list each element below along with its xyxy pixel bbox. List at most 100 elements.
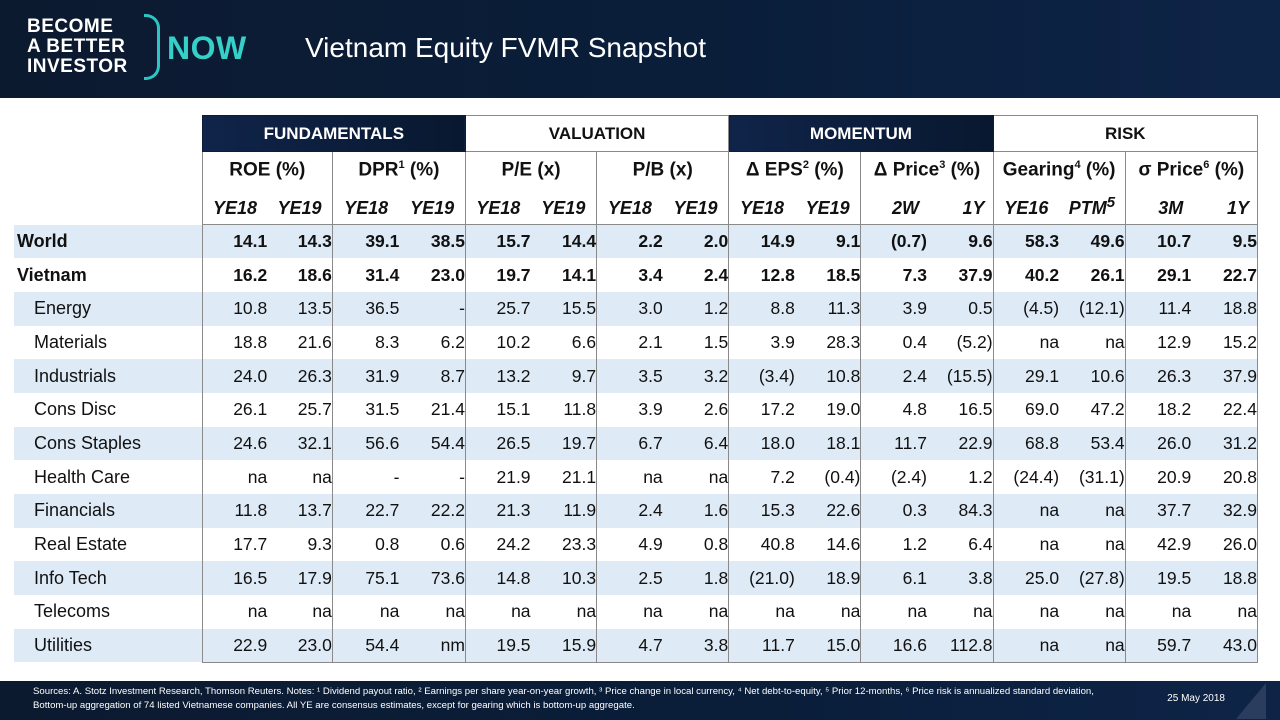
table-cell: 13.2 — [464, 359, 531, 393]
period-header: YE19 — [794, 188, 862, 225]
table-cell: 26.3 — [1124, 359, 1192, 393]
table-cell: 29.1 — [1124, 258, 1192, 292]
metric-unit: (x) — [532, 159, 561, 181]
table-cell: 73.6 — [399, 561, 466, 596]
table-cell: (2.4) — [860, 460, 927, 494]
period-label: 3M — [1158, 197, 1184, 218]
period-label: YE18 — [344, 197, 389, 218]
period-label: YE18 — [740, 197, 785, 218]
table-cell: 10.3 — [530, 561, 598, 596]
period-header: YE19 — [662, 188, 730, 225]
report-date: 25 May 2018 — [1167, 693, 1225, 704]
table-cell: 3.8 — [662, 628, 730, 663]
table-cell: 1.2 — [662, 291, 730, 326]
logo-now: NOW — [167, 30, 247, 66]
table-cell: 14.4 — [530, 224, 598, 259]
period-label: 2W — [891, 197, 919, 218]
logo-line: BECOME — [27, 16, 114, 37]
table-cell: 10.8 — [201, 291, 268, 326]
table-cell: 20.9 — [1124, 460, 1192, 494]
table-cell: 18.8 — [1191, 291, 1259, 326]
table-cell: 69.0 — [992, 392, 1060, 427]
table-cell: (15.5) — [926, 359, 994, 393]
period-header: YE16 — [992, 188, 1060, 225]
table-cell: na — [1191, 595, 1259, 629]
table-cell: 22.9 — [926, 426, 994, 461]
row-label: Energy — [14, 291, 203, 326]
page-title: Vietnam Equity FVMR Snapshot — [305, 32, 707, 63]
table-cell: 1.2 — [860, 527, 927, 562]
table-cell: 31.9 — [331, 359, 400, 393]
table-cell: 12.9 — [1124, 325, 1192, 360]
table-cell: 14.6 — [794, 527, 862, 562]
header-bar: BECOME A BETTER INVESTOR NOW Vietnam Equ… — [0, 0, 1280, 98]
table-cell: na — [267, 595, 333, 629]
row-label: Utilities — [14, 628, 203, 663]
period-label: YE19 — [673, 197, 718, 218]
row-label: Cons Disc — [34, 399, 117, 420]
table-cell: 49.6 — [1059, 224, 1126, 259]
table-cell: 59.7 — [1124, 628, 1192, 663]
metric-unit: (%) — [404, 159, 440, 181]
table-cell: 14.3 — [267, 224, 333, 259]
table-cell: 11.3 — [794, 291, 862, 326]
table-cell: (0.4) — [794, 460, 862, 494]
table-cell: - — [399, 291, 466, 326]
table-row: Cons Disc 26.1 25.7 31.5 21.4 15.1 11.8 3.9 2.6 1… — [14, 392, 1259, 427]
period-label: YE18 — [212, 197, 257, 218]
period-label: YE16 — [1004, 197, 1049, 218]
table-cell: 2.0 — [662, 224, 730, 259]
period-header: 1Y — [926, 188, 994, 225]
table-cell: 2.5 — [596, 561, 663, 596]
table-cell: na — [794, 595, 862, 629]
table-cell: 14.1 — [530, 258, 598, 292]
table-cell: 28.3 — [794, 325, 862, 360]
table-cell: 31.5 — [331, 392, 400, 427]
metric-base: P/E — [501, 159, 533, 181]
table-cell: 2.4 — [662, 258, 730, 292]
table-row: Energy 10.8 13.5 36.5-25.7 15.5 3.0 1.2 8.8 11.3… — [14, 291, 1259, 326]
table-cell: 4.8 — [860, 392, 927, 427]
table-cell: 22.9 — [201, 628, 268, 663]
table-cell: (21.0) — [728, 561, 795, 596]
sources-note: Sources: A. Stotz Investment Research, T… — [33, 686, 1094, 711]
table-cell: 15.2 — [1191, 325, 1259, 360]
table-cell: 16.5 — [926, 392, 994, 427]
table-cell: 9.7 — [530, 359, 598, 393]
table-cell: 0.8 — [662, 527, 730, 562]
footer-bar: Sources: A. Stotz Investment Research, T… — [0, 681, 1280, 720]
table-cell: 24.6 — [201, 426, 268, 461]
table-cell: 36.5 — [331, 291, 400, 326]
table-cell: na — [728, 595, 795, 629]
table-cell: 56.6 — [331, 426, 400, 461]
group-momentum: MOMENTUM — [728, 115, 994, 152]
table-cell: 25.0 — [992, 561, 1060, 596]
period-header: YE19 — [267, 188, 333, 225]
period-header: YE19 — [530, 188, 598, 225]
table-cell: 14.9 — [728, 224, 795, 259]
table-cell: na — [201, 460, 268, 494]
table-cell: 26.0 — [1124, 426, 1192, 461]
row-label: Cons Staples — [14, 426, 203, 461]
table-cell: 37.9 — [926, 258, 994, 292]
table-cell: 9.5 — [1191, 224, 1259, 259]
table-cell: 26.0 — [1191, 527, 1259, 562]
row-label: Health Care — [34, 466, 131, 487]
table-cell: 6.7 — [596, 426, 663, 461]
metric-base: σ Price — [1138, 159, 1204, 181]
table-cell: 21.3 — [464, 494, 531, 528]
table-row: Health Care na na - -21.9 21.1 na na 7.2 (0.4) (2.… — [14, 460, 1259, 494]
table-cell: na — [860, 595, 927, 629]
table-cell: 21.9 — [464, 460, 531, 494]
table-cell: 17.7 — [201, 527, 268, 562]
table-row: Telecoms na na na na na na na na na na na na na na na na — [14, 595, 1259, 629]
table-cell: 4.7 — [596, 628, 663, 663]
metric-base: DPR — [358, 159, 399, 181]
table-row: Industrials 24.0 26.3 31.9 8.7 13.2 9.7 3.5 3.2(… — [14, 359, 1259, 393]
table-cell: 8.7 — [399, 359, 466, 393]
table-cell: 22.4 — [1191, 392, 1259, 427]
table-cell: 3.9 — [596, 392, 663, 427]
table-cell: 16.6 — [860, 628, 927, 663]
table-cell: 0.6 — [399, 527, 466, 562]
table-cell: 21.6 — [267, 325, 333, 360]
